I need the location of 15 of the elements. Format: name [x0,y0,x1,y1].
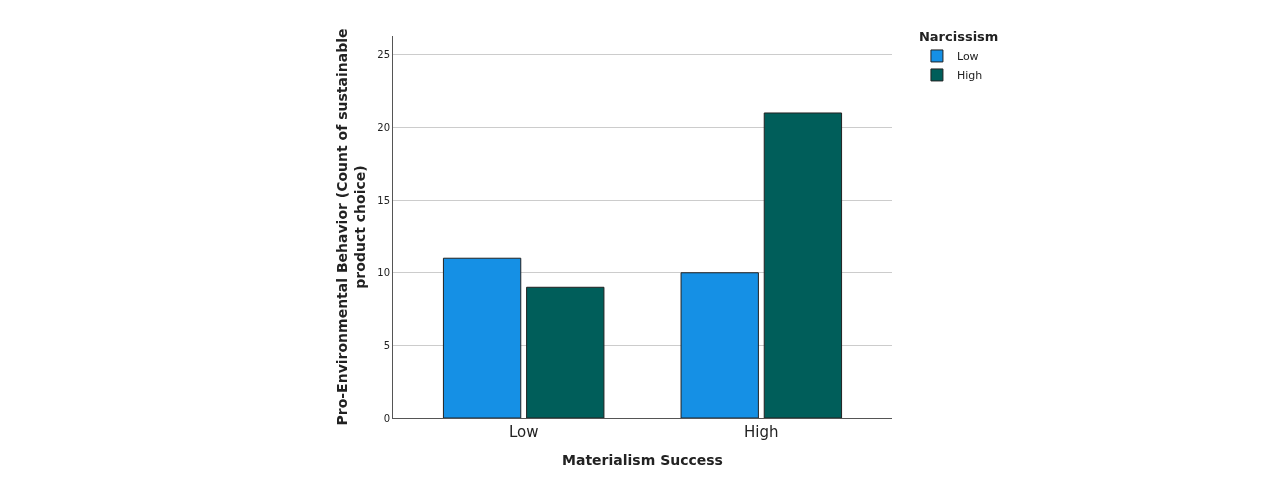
y-tick-label: 10 [377,267,390,279]
y-axis-title: Pro-Environmental Behavior (Count of sustainable product choice) [333,28,368,426]
y-tick-label: 0 [383,412,390,424]
bar [680,272,759,418]
y-tick-label: 15 [377,194,390,206]
bar [526,286,605,418]
legend-label: High [956,69,983,83]
x-axis-title: Materialism Success [562,452,723,469]
legend-label: Low [956,50,979,64]
legend-title: Narcissism [918,29,999,45]
y-tick-label: 5 [383,339,390,351]
y-tick-label: 25 [377,49,390,61]
y-tick-label: 20 [377,122,390,134]
bar [442,257,522,418]
bar [763,112,843,418]
